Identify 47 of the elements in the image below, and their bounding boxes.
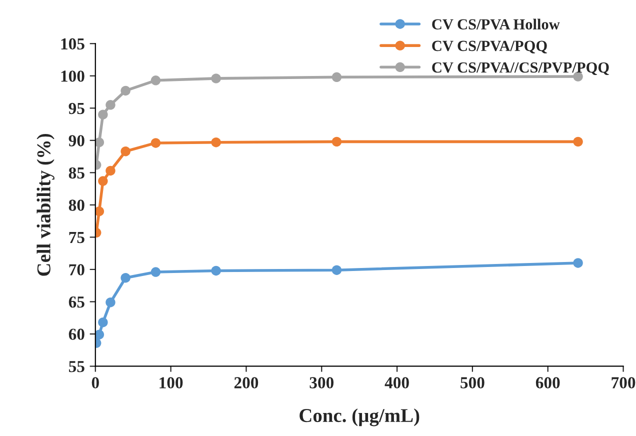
point (120, 272, 130, 283)
y-tick-label: 65 (68, 296, 84, 308)
point (106, 297, 116, 308)
y-tick-label: 60 (68, 328, 84, 340)
point (120, 146, 130, 156)
y-tick-label: 70 (69, 264, 84, 276)
point (211, 266, 221, 276)
y-tick-label: 95 (68, 102, 84, 114)
y-tick-label: 85 (68, 167, 84, 179)
x-axis-title: Conc. (µg/mL) (300, 408, 420, 426)
point (95, 330, 104, 340)
y-tick-label: 75 (69, 232, 84, 244)
x-tick-label: 500 (460, 377, 484, 388)
legend-label: CV CS/PVA Hollow (432, 18, 560, 30)
point (150, 76, 161, 86)
legend-label: CV CS/PVA//CS/PVP/PQQ (432, 62, 609, 75)
point (332, 265, 342, 275)
point (106, 100, 116, 110)
y-tick-label: 105 (61, 38, 84, 50)
x-tick-label: 200 (234, 377, 258, 388)
y-tick-label: 90 (68, 135, 84, 146)
point (150, 138, 161, 148)
x-tick-label: 400 (384, 377, 409, 388)
x-tick-label: 100 (160, 377, 183, 388)
point (573, 136, 583, 147)
y-tick-label: 100 (61, 70, 84, 82)
x-tick-label: 700 (612, 377, 636, 388)
point (332, 72, 342, 82)
point (106, 166, 116, 176)
point (150, 267, 161, 277)
point (332, 136, 342, 147)
point (573, 258, 583, 268)
point (98, 318, 108, 328)
x-tick-label: 0 (92, 377, 99, 388)
point (95, 137, 104, 148)
point (98, 110, 108, 120)
y-tick-label: 80 (68, 200, 84, 211)
y-tick-label: 55 (68, 361, 84, 372)
y-axis-title: Cell viability (%) (36, 134, 54, 276)
point (98, 176, 108, 186)
x-tick-label: 600 (536, 377, 560, 388)
point (120, 86, 130, 96)
point (95, 206, 104, 216)
point (211, 74, 221, 84)
x-tick-label: 300 (310, 377, 334, 388)
legend-label: CV CS/PVA/PQQ (432, 40, 547, 54)
point (211, 137, 221, 148)
